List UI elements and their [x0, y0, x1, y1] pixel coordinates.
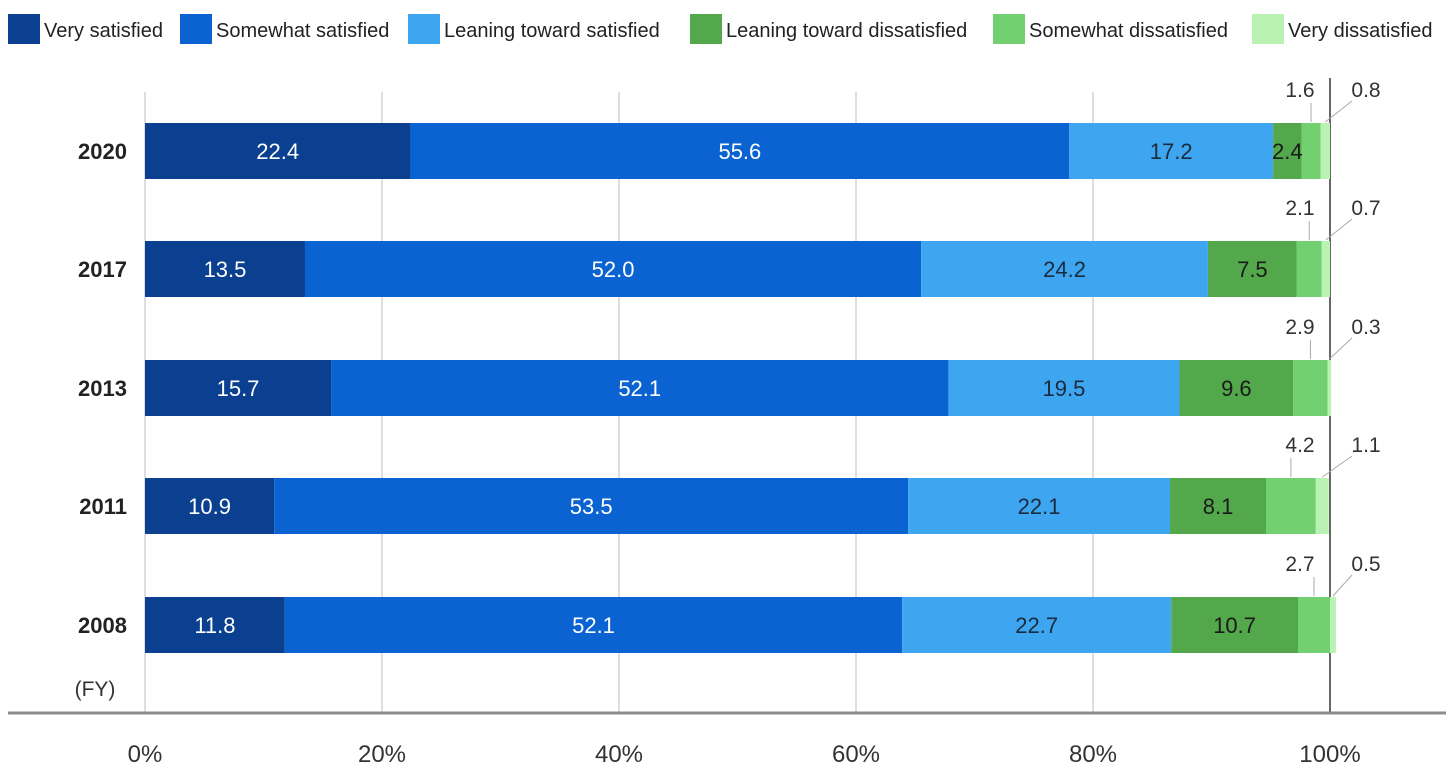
data-label: 55.6 [718, 139, 761, 164]
leader-line [1322, 455, 1353, 478]
data-label: 53.5 [570, 494, 613, 519]
bar-segment [145, 360, 332, 416]
bar-segment [1315, 478, 1329, 534]
leader-line [1329, 337, 1353, 360]
data-label: 22.1 [1018, 494, 1061, 519]
bar-segment [921, 241, 1208, 297]
x-tick-label: 20% [358, 741, 406, 768]
bar-segment [274, 478, 909, 534]
bar-segment [1170, 478, 1267, 534]
data-label: 17.2 [1150, 139, 1193, 164]
data-label: 2.1 [1285, 197, 1314, 220]
data-label: 22.4 [256, 139, 299, 164]
data-label: 11.8 [194, 613, 235, 638]
bar-segment [331, 360, 949, 416]
data-label: 1.1 [1351, 434, 1380, 457]
legend-swatch-0 [8, 14, 40, 44]
legend-label-0: Very satisfied [44, 20, 163, 42]
category-label: 2008 [78, 613, 127, 638]
bar-segment [1273, 123, 1302, 179]
data-label: 19.5 [1043, 376, 1086, 401]
bar-segment [145, 478, 275, 534]
bar-segment [948, 360, 1180, 416]
x-tick-label: 60% [832, 741, 880, 768]
x-tick-label: 100% [1299, 741, 1360, 768]
bar-segment [304, 241, 922, 297]
category-label: 2020 [78, 139, 127, 164]
leader-line [1324, 100, 1353, 123]
data-label: 2.7 [1285, 553, 1314, 576]
bar-segment [145, 241, 305, 297]
bar-segment [1298, 597, 1330, 653]
legend-swatch-2 [408, 14, 440, 44]
data-label: 10.9 [188, 494, 231, 519]
bar-segment [1320, 123, 1330, 179]
bar-segment [1171, 597, 1299, 653]
x-tick-label: 80% [1069, 741, 1117, 768]
data-label: 52.1 [572, 613, 615, 638]
bar-segment [1301, 123, 1321, 179]
bar-segment [1069, 123, 1274, 179]
leader-line [1332, 574, 1353, 597]
bar-segment [902, 597, 1172, 653]
fy-unit-label: (FY) [75, 678, 116, 701]
data-label: 4.2 [1285, 434, 1314, 457]
legend-swatch-4 [993, 14, 1025, 44]
category-label: 2013 [78, 376, 127, 401]
bar-segment [1330, 597, 1336, 653]
bar-segment [1293, 360, 1328, 416]
category-label: 2017 [78, 257, 127, 282]
data-label: 8.1 [1203, 494, 1234, 519]
data-label: 0.5 [1351, 553, 1380, 576]
bar-segment [1207, 241, 1297, 297]
legend-swatch-5 [1252, 14, 1284, 44]
data-label: 15.7 [217, 376, 260, 401]
data-label: 52.1 [618, 376, 661, 401]
data-label: 9.6 [1221, 376, 1252, 401]
data-label: 24.2 [1043, 257, 1086, 282]
bar-segment [284, 597, 903, 653]
data-label: 1.6 [1285, 79, 1314, 102]
data-label: 0.3 [1351, 316, 1380, 339]
data-label: 13.5 [204, 257, 247, 282]
x-tick-label: 0% [128, 741, 163, 768]
bar-segment [908, 478, 1171, 534]
leader-line [1325, 218, 1353, 241]
data-label: 7.5 [1237, 257, 1268, 282]
legend-label-5: Very dissatisfied [1288, 20, 1433, 42]
legend-label-1: Somewhat satisfied [216, 20, 389, 42]
data-label: 10.7 [1213, 613, 1256, 638]
data-label: 2.9 [1285, 316, 1314, 339]
legend-label-4: Somewhat dissatisfied [1029, 20, 1228, 42]
category-label: 2011 [79, 494, 127, 519]
bar-segment [1321, 241, 1330, 297]
bar-segment [410, 123, 1070, 179]
data-label: 22.7 [1015, 613, 1058, 638]
legend-label-2: Leaning toward satisfied [444, 20, 660, 42]
data-label: 2.4 [1272, 139, 1303, 164]
data-label: 52.0 [592, 257, 635, 282]
bar-segment [1266, 478, 1316, 534]
bar-segment [1327, 360, 1332, 416]
x-tick-label: 40% [595, 741, 643, 768]
legend-label-3: Leaning toward dissatisfied [726, 20, 967, 42]
legend-swatch-1 [180, 14, 212, 44]
data-label: 0.8 [1351, 79, 1380, 102]
data-label: 0.7 [1351, 197, 1380, 220]
bar-segment [145, 597, 285, 653]
bar-segment [145, 123, 411, 179]
bar-segment [1179, 360, 1294, 416]
bar-segment [1296, 241, 1322, 297]
legend-swatch-3 [690, 14, 722, 44]
